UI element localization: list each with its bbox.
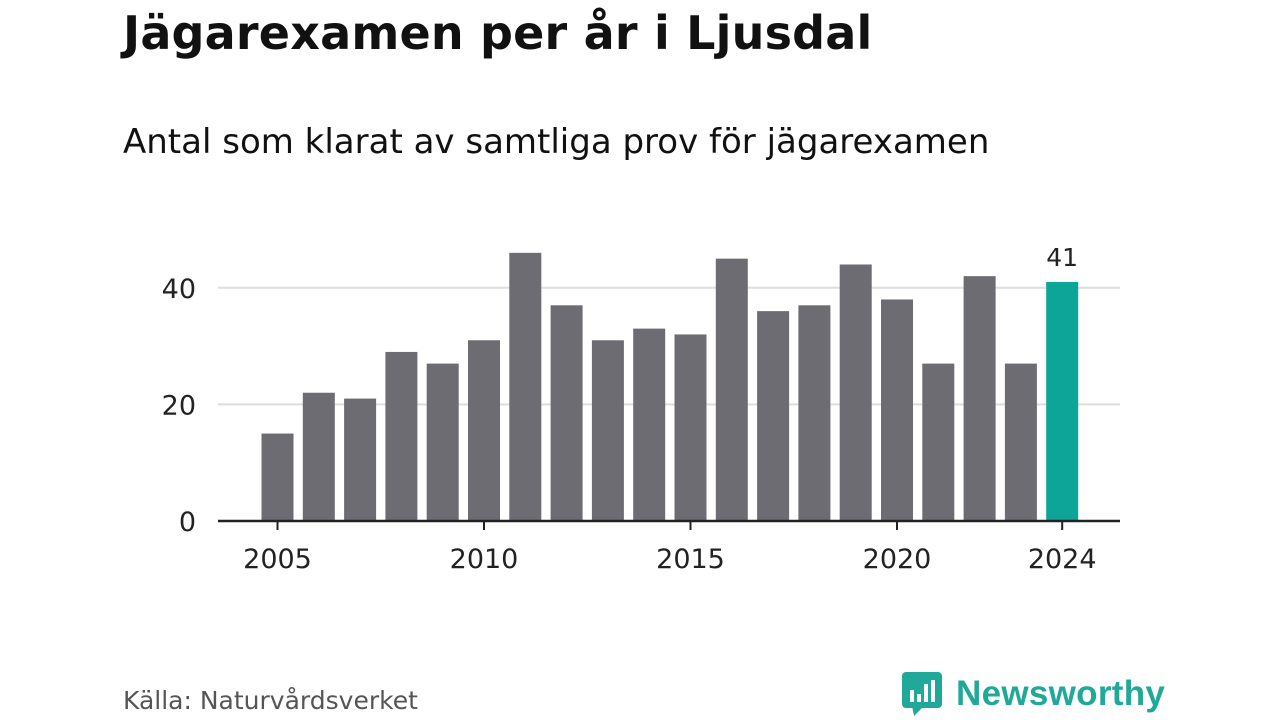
bar-2008 (385, 351, 418, 521)
bar-2024 (1046, 281, 1079, 521)
y-tick-label-20: 20 (162, 390, 196, 421)
bar-2019 (839, 264, 872, 521)
bar-2012 (550, 305, 583, 521)
bar-2016 (715, 258, 748, 521)
bar-2017 (757, 311, 790, 521)
x-tick-label-2020: 2020 (863, 544, 932, 575)
bar-2011 (509, 252, 542, 522)
x-tick-label-2005: 2005 (243, 544, 312, 575)
bar-2014 (633, 328, 666, 521)
x-tick-label-2010: 2010 (450, 544, 519, 575)
bar-2023 (1004, 363, 1037, 521)
y-tick-label-40: 40 (162, 274, 196, 305)
bar-2005 (261, 433, 294, 521)
bar-2015 (674, 334, 707, 521)
source-note: Källa: Naturvårdsverket (123, 686, 418, 715)
bar-2007 (344, 398, 377, 521)
x-tick-label-2024: 2024 (1028, 544, 1097, 575)
chat-bar-chart-icon (902, 672, 942, 716)
y-tick-label-0: 0 (179, 507, 196, 538)
data-label-2024: 41 (1046, 243, 1078, 272)
chart-subtitle: Antal som klarat av samtliga prov för jä… (123, 122, 990, 162)
brand-name: Newsworthy (956, 674, 1166, 713)
brand-logo: Newsworthy (902, 670, 1165, 718)
bar-2006 (302, 392, 335, 521)
bar-2010 (468, 340, 500, 521)
bar-2009 (426, 363, 459, 521)
x-tick-label-2015: 2015 (656, 544, 725, 575)
bar-2020 (881, 299, 913, 521)
bar-2021 (922, 363, 955, 521)
bar-2013 (591, 340, 624, 521)
bar-2022 (963, 276, 996, 521)
bar-2018 (798, 305, 831, 521)
chart-title: Jägarexamen per år i Ljusdal (123, 6, 873, 60)
